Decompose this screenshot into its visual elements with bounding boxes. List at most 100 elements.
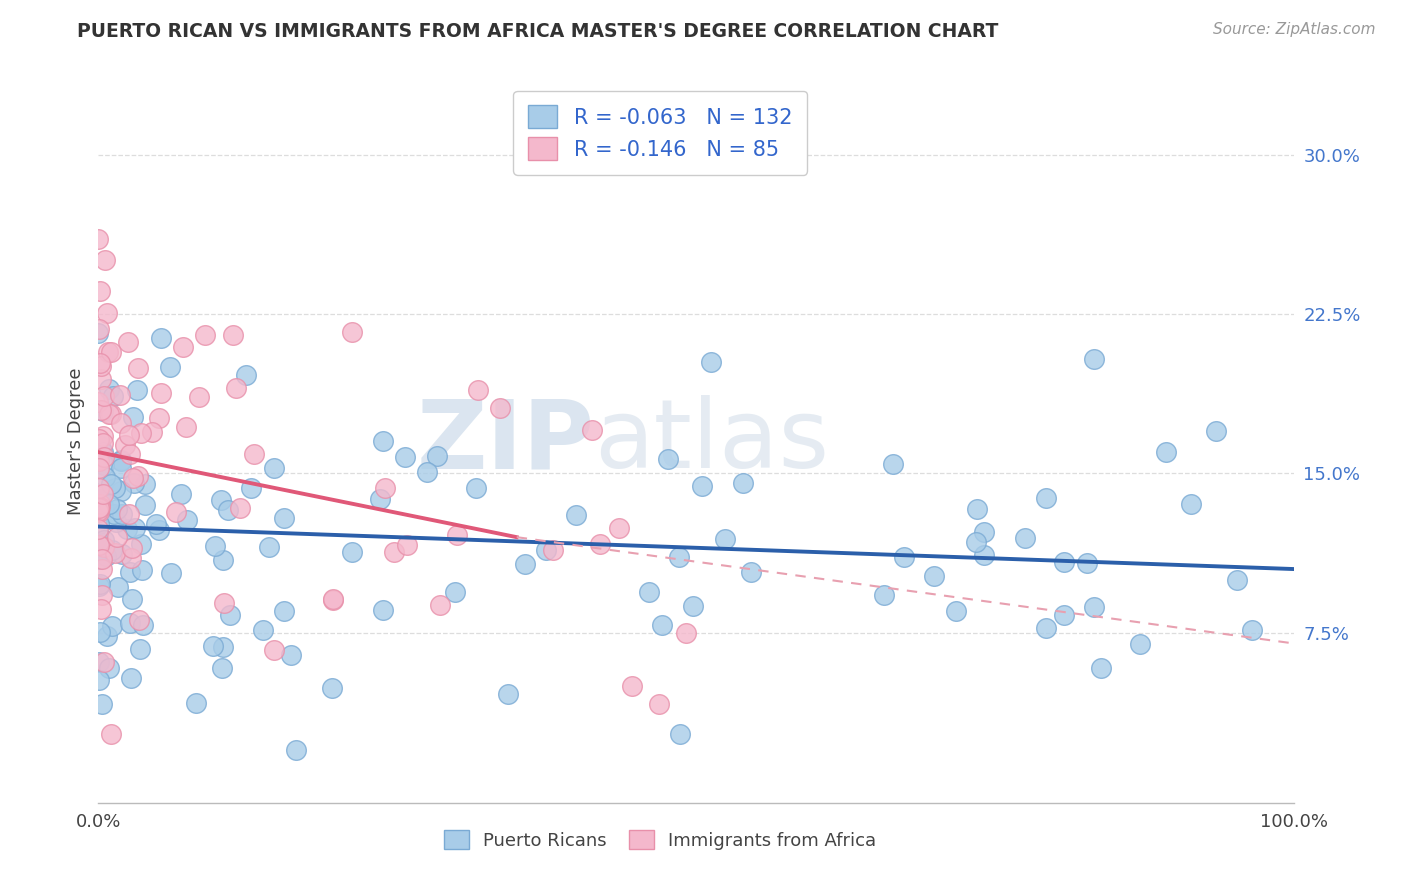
Point [97, 345, 120, 359]
Point [89, 624, 111, 639]
Point [148, 411, 170, 425]
Point [89, 285, 111, 299]
Point [342, 325, 364, 339]
Point [489, 401, 512, 415]
Text: ZIP: ZIP [416, 395, 595, 488]
Point [91, 588, 114, 602]
Point [621, 679, 644, 693]
Point [322, 593, 344, 607]
Point [100, 476, 122, 491]
Point [110, 452, 132, 467]
Point [893, 549, 915, 564]
Point [87, 452, 110, 467]
Point [89, 504, 111, 518]
Point [374, 481, 396, 495]
Point [873, 588, 896, 602]
Point [740, 565, 762, 579]
Point [129, 425, 152, 440]
Point [1083, 600, 1105, 615]
Point [513, 557, 536, 571]
Point [446, 528, 468, 542]
Point [565, 508, 588, 522]
Point [581, 423, 603, 437]
Point [110, 388, 132, 402]
Point [93, 548, 115, 562]
Point [202, 639, 225, 653]
Point [127, 468, 149, 483]
Point [280, 648, 302, 663]
Point [114, 437, 136, 451]
Point [87, 482, 110, 496]
Point [89, 439, 111, 453]
Point [1205, 424, 1227, 438]
Point [98, 407, 121, 421]
Point [159, 359, 181, 374]
Point [340, 545, 363, 559]
Point [87, 552, 110, 566]
Point [1053, 555, 1076, 569]
Point [110, 416, 132, 430]
Point [87, 533, 110, 548]
Point [93, 533, 115, 548]
Point [322, 592, 344, 607]
Point [218, 607, 240, 622]
Point [141, 425, 163, 439]
Point [371, 603, 394, 617]
Point [87, 492, 110, 507]
Point [165, 505, 187, 519]
Point [89, 356, 111, 370]
Point [89, 497, 111, 511]
Point [1014, 532, 1036, 546]
Point [973, 548, 995, 562]
Point [368, 491, 391, 506]
Point [98, 382, 121, 396]
Point [87, 673, 110, 688]
Point [110, 461, 132, 475]
Point [235, 368, 257, 382]
Point [1129, 638, 1152, 652]
Point [110, 454, 132, 468]
Point [91, 435, 114, 450]
Point [90, 601, 112, 615]
Point [111, 547, 134, 561]
Point [104, 546, 127, 560]
Point [973, 524, 995, 539]
Point [91, 698, 114, 712]
Point [118, 615, 141, 630]
Point [1083, 352, 1105, 367]
Point [252, 623, 274, 637]
Point [444, 585, 467, 599]
Point [101, 389, 124, 403]
Point [212, 640, 235, 654]
Point [120, 671, 142, 685]
Point [100, 727, 122, 741]
Point [150, 386, 173, 401]
Point [429, 598, 451, 612]
Point [120, 551, 142, 566]
Point [382, 545, 405, 559]
Point [94, 549, 117, 563]
Point [211, 661, 233, 675]
Point [194, 327, 217, 342]
Point [91, 487, 114, 501]
Point [129, 642, 152, 657]
Point [534, 543, 557, 558]
Point [124, 520, 146, 534]
Point [87, 504, 110, 518]
Point [496, 687, 519, 701]
Point [394, 450, 416, 464]
Point [1090, 661, 1112, 675]
Point [93, 655, 115, 669]
Point [89, 500, 111, 515]
Point [94, 252, 117, 267]
Point [110, 484, 132, 499]
Point [371, 434, 394, 448]
Point [111, 508, 134, 522]
Point [148, 523, 170, 537]
Point [93, 389, 115, 403]
Point [922, 568, 945, 582]
Point [209, 493, 232, 508]
Point [675, 626, 697, 640]
Point [87, 232, 110, 246]
Point [107, 581, 129, 595]
